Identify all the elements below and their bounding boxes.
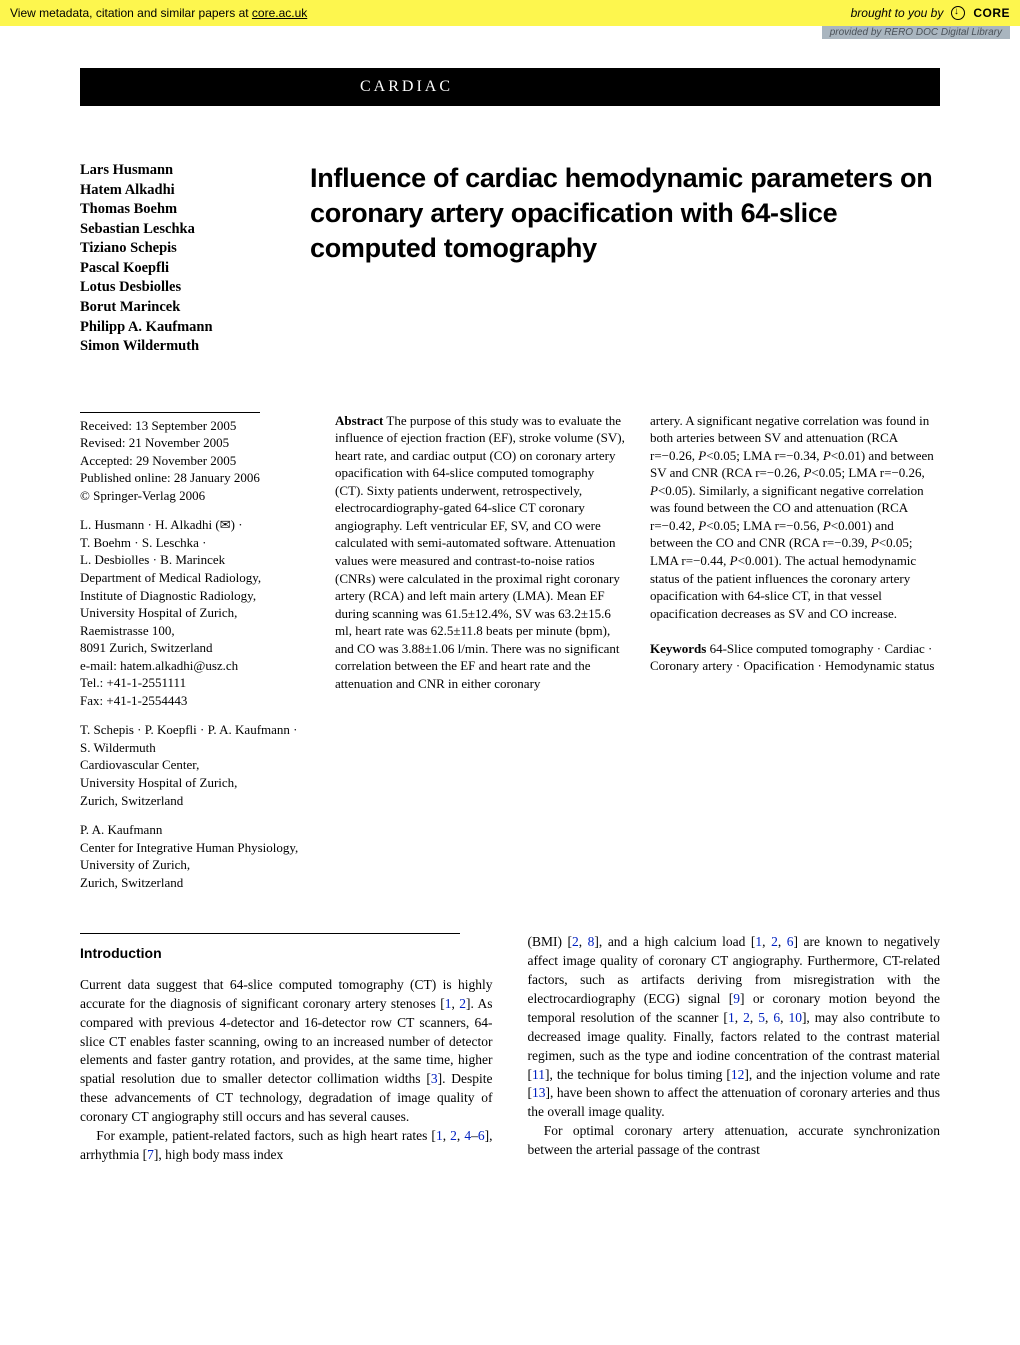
intro-para-right-1: (BMI) [2, 8], and a high calcium load [1… (528, 933, 941, 1122)
ref-link[interactable]: 11 (532, 1067, 545, 1082)
journal-doi: DOI 10.1007/s00330-005-0110-4 (80, 86, 254, 104)
affil-block-1: L. Husmann · H. Alkadhi (✉) · T. Boehm ·… (80, 516, 310, 709)
abstract-text-2f: <0.05; LMA r=−0.56, (706, 518, 823, 533)
author: Philipp A. Kaufmann (80, 318, 280, 338)
p-value: P (823, 518, 831, 533)
p-value: P (730, 553, 738, 568)
authors-list: Lars Husmann Hatem Alkadhi Thomas Boehm … (80, 161, 280, 357)
text: , (750, 1010, 758, 1025)
author: Sebastian Leschka (80, 220, 280, 240)
core-brought-by: brought to you by (851, 6, 944, 20)
text: ], the technique for bolus timing [ (545, 1067, 731, 1082)
author: Pascal Koepfli (80, 259, 280, 279)
affil-rule (80, 412, 260, 413)
intro-right-col: (BMI) [2, 8], and a high calcium load [1… (528, 933, 941, 1165)
text: , (762, 934, 771, 949)
text: ], have been shown to affect the attenua… (528, 1085, 941, 1119)
ref-link[interactable]: 2 (459, 996, 466, 1011)
author: Lotus Desbiolles (80, 278, 280, 298)
author: Lars Husmann (80, 161, 280, 181)
text: Current data suggest that 64-slice compu… (80, 977, 493, 1011)
p-value: P (871, 535, 879, 550)
ref-link[interactable]: 2 (771, 934, 778, 949)
section-label: CARDIAC (360, 78, 453, 96)
introduction-row: Introduction Current data suggest that 6… (0, 903, 1020, 1185)
intro-para-2: For example, patient-related factors, su… (80, 1127, 493, 1165)
ref-link[interactable]: 5 (758, 1010, 765, 1025)
intro-para-right-2: For optimal coronary artery attenuation,… (528, 1122, 941, 1160)
abstract-row: Received: 13 September 2005 Revised: 21 … (0, 357, 1020, 904)
core-left-link[interactable]: core.ac.uk (252, 6, 307, 20)
p-value: P (698, 518, 706, 533)
keywords-label: Keywords (650, 641, 706, 656)
title-column: Influence of cardiac hemodynamic paramet… (310, 161, 940, 357)
affil-block-2: T. Schepis · P. Koepfli · P. A. Kaufmann… (80, 721, 310, 809)
text: ], and a high calcium load [ (594, 934, 755, 949)
core-left-prefix: View metadata, citation and similar pape… (10, 6, 252, 20)
abstract-text-2b: <0.05; LMA r=−0.34, (706, 448, 823, 463)
text: (BMI) [ (528, 934, 573, 949)
affiliations-column: Received: 13 September 2005 Revised: 21 … (80, 412, 310, 904)
ref-link[interactable]: 1 (436, 1128, 443, 1143)
text: , (579, 934, 588, 949)
ref-link[interactable]: 3 (431, 1071, 438, 1086)
author: Tiziano Schepis (80, 239, 280, 259)
journal-citation: Eur Radiol (2006) 16: 1111–1116 (80, 68, 254, 86)
author: Borut Marincek (80, 298, 280, 318)
abstract-label: Abstract (335, 413, 383, 428)
ref-link[interactable]: 6 (478, 1128, 485, 1143)
section-heading: Introduction (80, 944, 493, 964)
title-row: Lars Husmann Hatem Alkadhi Thomas Boehm … (0, 106, 1020, 357)
ref-link[interactable]: 10 (788, 1010, 802, 1025)
section-rule (80, 933, 460, 934)
abstract-text-1: The purpose of this study was to evaluat… (335, 413, 625, 691)
text: , (735, 1010, 743, 1025)
intro-para-1: Current data suggest that 64-slice compu… (80, 976, 493, 1127)
core-banner: View metadata, citation and similar pape… (0, 0, 1020, 26)
core-logo-text[interactable]: CORE (973, 6, 1010, 20)
p-value: P (698, 448, 706, 463)
p-value: P (823, 448, 831, 463)
text: – (471, 1128, 478, 1143)
text: For optimal coronary artery attenuation,… (528, 1123, 941, 1157)
author: Hatem Alkadhi (80, 181, 280, 201)
journal-info: Eur Radiol (2006) 16: 1111–1116 DOI 10.1… (80, 68, 254, 103)
ref-link[interactable]: 1 (728, 1010, 735, 1025)
ref-link[interactable]: 2 (572, 934, 579, 949)
ref-link[interactable]: 13 (532, 1085, 546, 1100)
core-logo-icon (951, 6, 965, 20)
intro-left-col: Introduction Current data suggest that 6… (80, 933, 493, 1165)
affil-block-3: P. A. Kaufmann Center for Integrative Hu… (80, 821, 310, 891)
core-banner-right: brought to you by CORE (851, 6, 1010, 20)
abstract-col-1: Abstract The purpose of this study was t… (335, 412, 625, 904)
core-banner-left[interactable]: View metadata, citation and similar pape… (10, 6, 851, 20)
author: Simon Wildermuth (80, 337, 280, 357)
abstract-col-2: artery. A significant negative correlati… (650, 412, 940, 904)
ref-link[interactable]: 2 (743, 1010, 750, 1025)
article-title: Influence of cardiac hemodynamic paramet… (310, 161, 940, 266)
p-value: P (650, 483, 658, 498)
abstract-text-2d: <0.05; LMA r=−0.26, (811, 465, 924, 480)
ref-link[interactable]: 2 (450, 1128, 457, 1143)
text: For example, patient-related factors, su… (96, 1128, 436, 1143)
text: ], high body mass index (154, 1147, 283, 1162)
text: , (778, 934, 787, 949)
ref-link[interactable]: 9 (733, 991, 740, 1006)
journal-header: Eur Radiol (2006) 16: 1111–1116 DOI 10.1… (0, 26, 1020, 106)
ref-link[interactable]: 12 (731, 1067, 745, 1082)
author: Thomas Boehm (80, 200, 280, 220)
dates-block: Received: 13 September 2005 Revised: 21 … (80, 417, 310, 505)
ref-link[interactable]: 7 (147, 1147, 154, 1162)
